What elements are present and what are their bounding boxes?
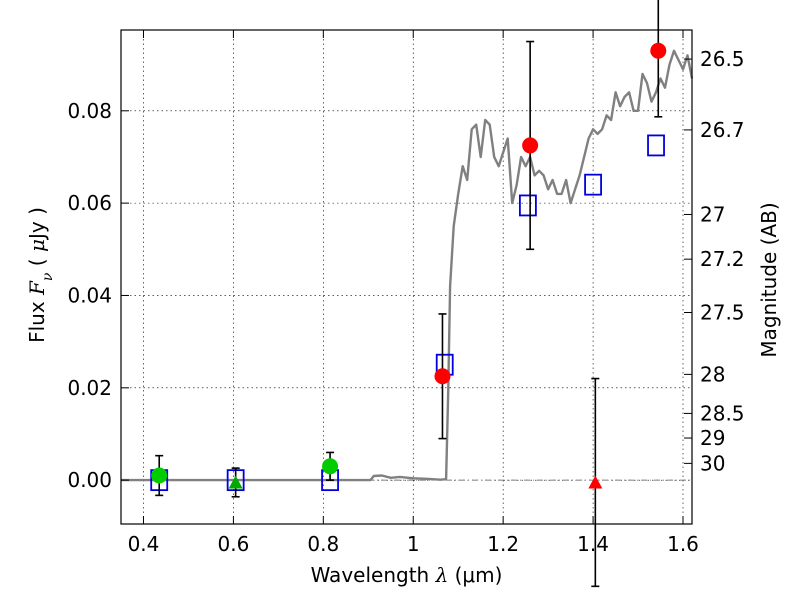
mag-tick-label: 28 — [700, 362, 725, 386]
mag-tick-label: 30 — [700, 451, 725, 475]
mag-tick-label: 27.2 — [700, 247, 745, 271]
mag-tick-label: 28.5 — [700, 401, 745, 425]
x-tick-label: 0.6 — [217, 532, 249, 556]
model-flux-square — [518, 194, 537, 217]
upper-limit-marker — [588, 475, 603, 489]
sed-curve — [121, 49, 694, 482]
y-tick-label: 0.06 — [67, 191, 112, 215]
x-tick-label: 0.4 — [128, 532, 160, 556]
upper-limit-marker — [228, 475, 243, 489]
detection-marker — [322, 458, 339, 475]
x-tick-label: 1.6 — [667, 532, 699, 556]
model-flux-square — [647, 134, 665, 157]
y-tick-label: 0.04 — [67, 283, 112, 307]
x-tick-label: 1 — [407, 532, 420, 556]
mag-tick-label: 26.7 — [700, 118, 745, 142]
detection-marker — [434, 368, 451, 385]
ticks: 0.4 0.6 0.8 1 1.2 1.4 1.6 0.00 0.02 0.04 0.06 0.08 3… — [67, 30, 745, 556]
mag-tick-label: 26.5 — [700, 47, 745, 71]
detection-marker — [650, 42, 667, 59]
sed-model-curve — [121, 49, 694, 482]
x-tick-label: 0.8 — [307, 532, 339, 556]
y-tick-label: 0.08 — [67, 99, 112, 123]
detection-marker — [522, 137, 539, 154]
y-tick-label: 0.00 — [67, 468, 112, 492]
detection-marker — [151, 467, 168, 484]
model-flux-square — [584, 173, 602, 196]
grid — [121, 30, 692, 524]
x-axis-label: Wavelength λ (μm) — [311, 563, 503, 587]
mag-tick-label: 29 — [700, 426, 725, 450]
mag-tick-label: 27.5 — [700, 301, 745, 325]
magnitude-axis-label: Magnitude (AB) — [757, 202, 781, 357]
x-tick-label: 1.2 — [487, 532, 519, 556]
data-points — [150, 0, 667, 588]
y-tick-label: 0.02 — [67, 376, 112, 400]
y-axis-label: Flux Fν ( μJy ) — [25, 207, 56, 343]
x-tick-label: 1.4 — [577, 532, 609, 556]
plot-frame — [120, 29, 693, 525]
mag-tick-label: 27 — [700, 202, 725, 226]
